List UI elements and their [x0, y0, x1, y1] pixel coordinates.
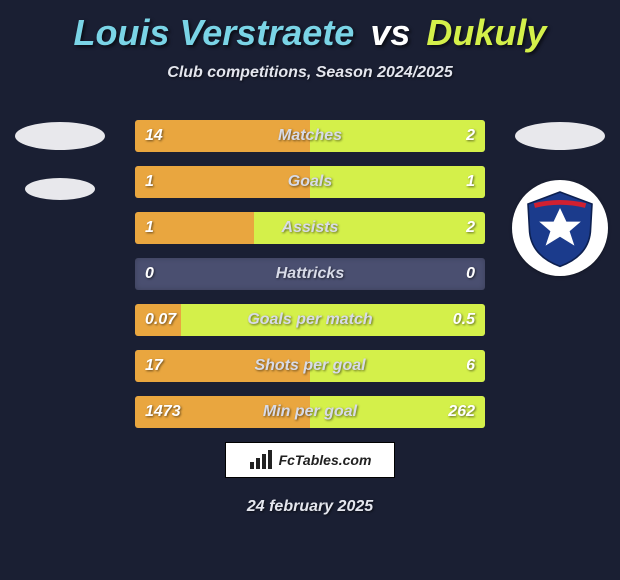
stats-rows: 142Matches 11Goals 12Assists 00Hattricks 0.0… — [135, 120, 485, 442]
player2-avatar-placeholder — [515, 122, 605, 150]
player1-avatar-placeholder — [15, 122, 105, 150]
watermark-text: FcTables.com — [279, 452, 372, 468]
stat-label: Hattricks — [135, 258, 485, 290]
stat-label: Assists — [135, 212, 485, 244]
stat-row: 0.070.5Goals per match — [135, 304, 485, 336]
player1-name: Louis Verstraete — [74, 12, 355, 53]
stat-row: 12Assists — [135, 212, 485, 244]
title-vs: vs — [370, 12, 410, 53]
stat-row: 142Matches — [135, 120, 485, 152]
watermark: FcTables.com — [225, 442, 395, 478]
stat-row: 00Hattricks — [135, 258, 485, 290]
stat-label: Goals per match — [135, 304, 485, 336]
bar-chart-icon — [249, 450, 273, 470]
player2-name: Dukuly — [426, 12, 546, 53]
stat-label: Goals — [135, 166, 485, 198]
stat-label: Matches — [135, 120, 485, 152]
stat-label: Min per goal — [135, 396, 485, 428]
stat-row: 1473262Min per goal — [135, 396, 485, 428]
player2-club-badge — [512, 180, 608, 276]
player1-club-badge-placeholder — [25, 178, 95, 200]
subtitle: Club competitions, Season 2024/2025 — [0, 64, 620, 82]
stat-row: 11Goals — [135, 166, 485, 198]
adelaide-united-badge-icon — [520, 188, 600, 268]
date-text: 24 february 2025 — [0, 498, 620, 516]
stat-label: Shots per goal — [135, 350, 485, 382]
stat-row: 176Shots per goal — [135, 350, 485, 382]
comparison-title: Louis Verstraete vs Dukuly — [0, 0, 620, 54]
